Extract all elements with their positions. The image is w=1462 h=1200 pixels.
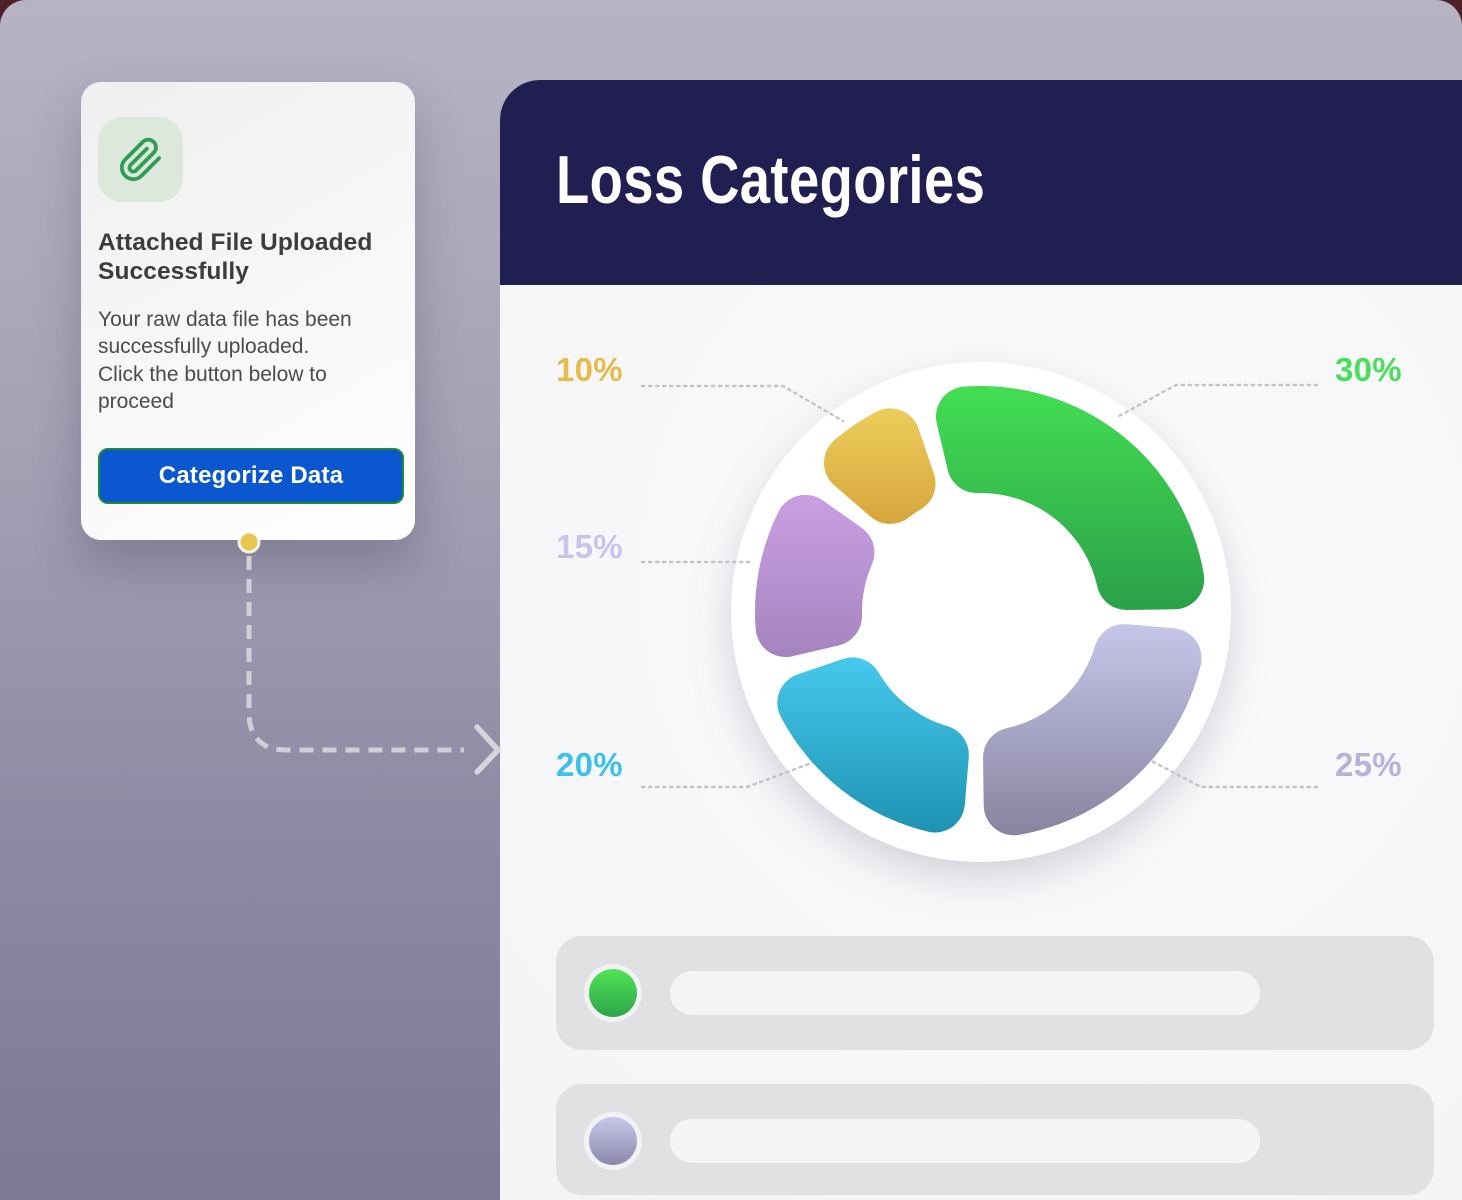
legend-list-item[interactable] — [556, 936, 1434, 1050]
panel-header: Loss Categories — [500, 80, 1462, 285]
attachment-icon-tile — [98, 117, 183, 202]
donut-label-gold: 10% — [556, 351, 623, 388]
categorize-data-button[interactable]: Categorize Data — [98, 448, 404, 504]
legend-dot-green — [589, 969, 637, 1017]
donut-label-lavender: 25% — [1335, 746, 1402, 783]
card-title: Attached File Uploaded Successfully — [98, 229, 373, 286]
loss-categories-panel: Loss Categories 10% 15% 20% 30% 25% — [500, 80, 1462, 1200]
legend-list-item[interactable] — [556, 1084, 1434, 1195]
legend-placeholder-bar — [670, 1119, 1260, 1163]
donut-label-green: 30% — [1335, 351, 1402, 388]
legend-placeholder-bar — [670, 971, 1260, 1015]
paperclip-icon — [119, 137, 161, 181]
legend-dot-lavender — [589, 1117, 637, 1165]
panel-body: 10% 15% 20% 30% 25% — [500, 285, 1462, 1200]
donut-label-cyan: 20% — [556, 746, 623, 783]
donut-label-purple: 15% — [556, 528, 623, 565]
card-body: Your raw data file has been successfully… — [98, 308, 352, 413]
upload-notification-card: Attached File Uploaded Successfully Your… — [81, 82, 415, 540]
panel-title: Loss Categories — [556, 142, 986, 218]
